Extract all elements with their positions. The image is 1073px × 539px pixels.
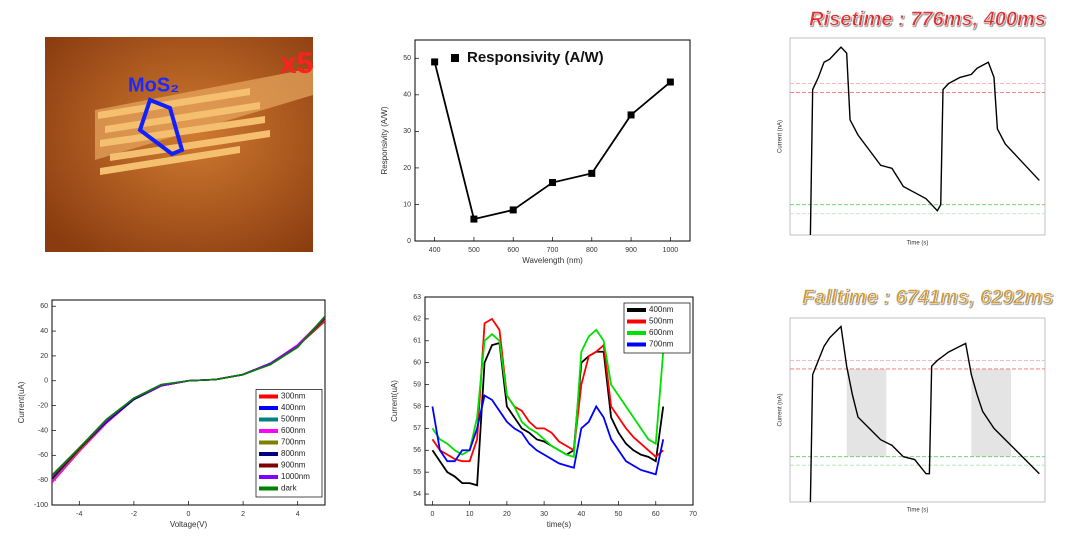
data-marker bbox=[549, 179, 556, 187]
x-tick-label: 0 bbox=[430, 511, 434, 518]
legend-label: 500nm bbox=[281, 415, 306, 424]
x-tick-label: 700 bbox=[547, 247, 559, 254]
legend-label: 300nm bbox=[281, 392, 306, 401]
x-axis-label: Time (s) bbox=[907, 508, 929, 514]
legend-label: dark bbox=[281, 484, 298, 493]
x-tick-label: 0 bbox=[187, 511, 191, 518]
series-line bbox=[431, 317, 664, 463]
y-tick-label: -100 bbox=[34, 502, 48, 509]
x-tick-label: 2 bbox=[241, 511, 245, 518]
y-tick-label: -20 bbox=[38, 402, 48, 409]
x-axis-label: Time (s) bbox=[907, 241, 929, 247]
x-tick-label: 40 bbox=[577, 511, 585, 518]
y-tick-label: 60 bbox=[413, 360, 421, 367]
x-tick-label: 60 bbox=[652, 511, 660, 518]
x-tick-label: 50 bbox=[615, 511, 623, 518]
electrodes bbox=[98, 88, 270, 175]
y-tick-label: -40 bbox=[38, 427, 48, 434]
x-tick-label: 70 bbox=[689, 511, 697, 518]
x-axis-label: Voltage(V) bbox=[170, 520, 208, 529]
legend-label: 700nm bbox=[281, 438, 306, 447]
legend-label: 400nm bbox=[649, 305, 674, 314]
legend-marker bbox=[451, 54, 459, 62]
x-tick-label: 4 bbox=[296, 511, 300, 518]
y-axis-label: Current (nA) bbox=[778, 120, 784, 153]
series-line bbox=[52, 315, 325, 476]
y-axis-label: Responsivity (A/W) bbox=[380, 106, 389, 174]
y-tick-label: 0 bbox=[407, 238, 411, 245]
x-tick-label: 400 bbox=[429, 247, 441, 254]
y-tick-label: 62 bbox=[413, 316, 421, 323]
y-axis-label: Current(uA) bbox=[390, 380, 399, 422]
y-tick-label: 20 bbox=[403, 165, 411, 172]
shaded-interval bbox=[971, 368, 1011, 457]
x-tick-label: 30 bbox=[540, 511, 548, 518]
legend-label: 600nm bbox=[281, 426, 306, 435]
y-tick-label: 59 bbox=[413, 381, 421, 388]
flake-outline bbox=[137, 97, 185, 157]
y-tick-label: 57 bbox=[413, 425, 421, 432]
microscope-image: MoS₂ x5 bbox=[45, 37, 313, 252]
series-line bbox=[809, 325, 1040, 503]
data-marker bbox=[431, 58, 439, 66]
x-tick-label: 10 bbox=[466, 511, 474, 518]
y-tick-label: 54 bbox=[413, 491, 421, 498]
series-line bbox=[431, 394, 665, 476]
x-tick-label: -2 bbox=[131, 511, 137, 518]
y-axis-label: Current(uA) bbox=[17, 381, 26, 423]
y-tick-label: 58 bbox=[413, 403, 421, 410]
data-marker bbox=[509, 206, 517, 214]
data-marker bbox=[627, 111, 635, 119]
legend-label: Responsivity (A/W) bbox=[467, 49, 604, 66]
legend-label: 700nm bbox=[649, 340, 674, 349]
y-tick-label: 10 bbox=[403, 201, 411, 208]
legend-label: 900nm bbox=[281, 461, 306, 470]
shaded-interval bbox=[846, 368, 887, 457]
x-tick-label: 800 bbox=[586, 247, 598, 254]
series-line bbox=[809, 46, 1040, 236]
y-tick-label: 30 bbox=[403, 128, 411, 135]
x-axis-label: time(s) bbox=[547, 520, 572, 529]
y-tick-label: -80 bbox=[38, 477, 48, 484]
y-tick-label: 40 bbox=[403, 92, 411, 99]
y-tick-label: 50 bbox=[403, 55, 411, 62]
y-tick-label: 0 bbox=[44, 378, 48, 385]
y-tick-label: -60 bbox=[38, 452, 48, 459]
legend-label: 400nm bbox=[281, 403, 306, 412]
x-axis-label: Wavelength (nm) bbox=[522, 256, 583, 265]
y-tick-label: 20 bbox=[40, 353, 48, 360]
plot-frame bbox=[789, 37, 1046, 236]
x-tick-label: 600 bbox=[507, 247, 519, 254]
y-tick-label: 63 bbox=[413, 294, 421, 301]
plot-frame bbox=[414, 39, 691, 242]
y-axis-label: Current (nA) bbox=[778, 393, 784, 426]
data-marker bbox=[470, 215, 478, 223]
x-tick-label: 900 bbox=[625, 247, 637, 254]
material-label: MoS₂ bbox=[128, 74, 179, 96]
x-tick-label: 500 bbox=[468, 247, 480, 254]
data-marker bbox=[666, 78, 674, 86]
chart-title: Falltime : 6741ms, 6292ms bbox=[802, 286, 1053, 308]
legend-label: 600nm bbox=[649, 328, 674, 337]
y-tick-label: 56 bbox=[413, 447, 421, 454]
data-marker bbox=[588, 169, 596, 177]
y-tick-label: 55 bbox=[413, 469, 421, 476]
legend-label: 500nm bbox=[649, 317, 674, 326]
magnification-label: x5 bbox=[280, 47, 313, 80]
y-tick-label: 60 bbox=[40, 303, 48, 310]
y-tick-label: 61 bbox=[413, 338, 421, 345]
y-tick-label: 40 bbox=[40, 328, 48, 335]
x-tick-label: 20 bbox=[503, 511, 511, 518]
legend-label: 800nm bbox=[281, 449, 306, 458]
chart-title: Risetime : 776ms, 400ms bbox=[809, 8, 1046, 30]
legend-label: 1000nm bbox=[281, 472, 310, 481]
x-tick-label: -4 bbox=[76, 511, 82, 518]
x-tick-label: 1000 bbox=[663, 247, 679, 254]
